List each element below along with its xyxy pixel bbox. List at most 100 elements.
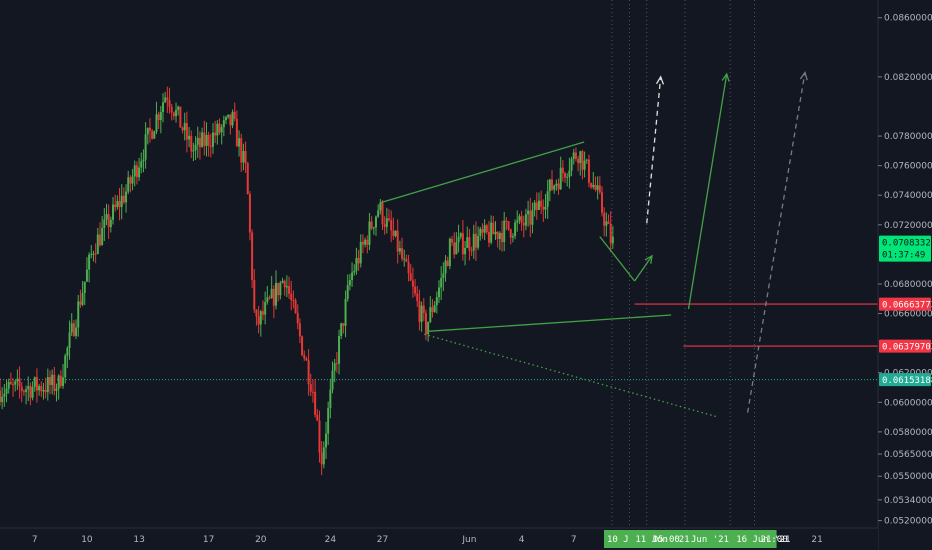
time-marker-band [603,530,777,548]
candle-body [277,283,280,296]
candle-body [466,237,469,248]
candle-body [233,111,236,119]
candle-body [161,102,164,112]
trendline [634,255,653,282]
candle-body [179,106,182,128]
candle-body [314,391,317,415]
candle-body [9,381,12,385]
candle-body [311,391,314,393]
time-marker-label: Jun '21 [691,535,729,545]
candle-body [592,184,595,188]
price-tag [879,373,931,387]
candle-body [596,185,599,190]
candle-body [153,131,156,139]
x-tick-label: 13 [133,535,144,545]
candle-body [544,206,547,210]
candle-body [366,239,369,245]
candle-body [390,220,393,231]
candle-body [268,297,271,299]
candle-body [537,200,540,210]
candle-body [607,221,610,224]
candle-body [435,297,438,306]
candle-body [3,393,6,397]
candle-body [201,132,204,147]
x-tick-label: 21 [811,535,822,545]
candle-body [320,452,323,465]
candle-body [209,145,212,147]
candle-body [348,280,351,286]
candle-body [481,228,484,233]
candle-body [275,283,278,306]
trendline-arrowhead [799,70,808,81]
candle-body [581,151,584,170]
candle-body [40,386,43,392]
x-tick-label: 24 [325,535,337,545]
candle-body [566,176,569,178]
candle-body [251,232,254,280]
candle-body [20,386,23,392]
candle-body [438,287,440,298]
candle-body [62,377,65,386]
candle-body [394,230,397,237]
candle-body [296,312,299,324]
candle-body [461,233,464,255]
candle-body [501,232,504,243]
candle-body [92,253,95,255]
candle-body [579,151,582,164]
candle-body [474,233,477,248]
candle-body [116,200,119,208]
candle-body [338,335,341,364]
candle-body [175,109,178,117]
candle-body [59,375,62,386]
candle-body [424,312,427,335]
candle-body [309,384,312,392]
candle-body [109,219,112,228]
candle-body [138,167,141,178]
candle-body [529,210,532,225]
candle-body [188,135,191,140]
price-tag-label: 0.06153188 [882,376,932,386]
trendline [646,76,662,224]
candle-body [561,167,564,174]
candle-body [225,117,228,121]
candle-body [68,332,71,348]
price-tag [879,297,931,311]
candle-body [535,202,538,210]
candle-body [57,375,60,389]
candle-body [470,250,473,252]
candle-body [131,176,134,184]
price-tag [879,235,931,262]
candle-body [574,152,577,159]
candle-body [342,323,345,326]
candle-body [222,120,225,128]
candle-body [77,301,80,328]
candle-body [327,408,330,434]
candle-body [464,247,467,255]
candle-body [294,300,297,313]
candle-body [22,391,25,393]
candle-body [196,137,199,145]
candle-body [259,311,262,325]
candle-body [103,219,106,228]
candle-body [594,184,597,190]
candle-body [479,228,482,237]
candle-body [396,230,399,252]
candle-body [568,170,571,177]
candle-body [298,323,301,337]
time-marker-label: 05:00 [653,535,680,545]
candle-body [322,447,325,465]
candle-body [85,269,88,282]
candle-body [374,216,377,228]
candle-body [118,200,121,208]
candle-body [324,433,327,448]
x-tick-label: 20 [255,535,267,545]
candle-body [79,301,82,305]
